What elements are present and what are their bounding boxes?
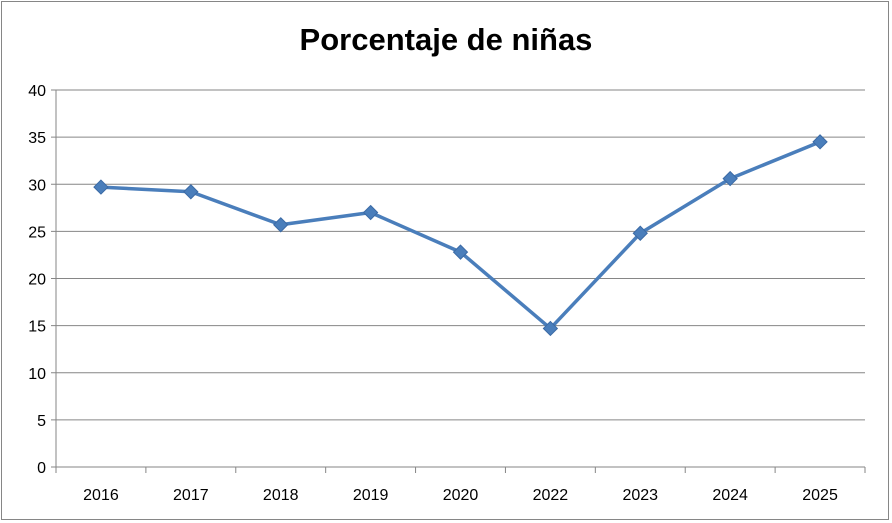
x-tick-label: 2023 (622, 487, 658, 504)
data-point-2019 (362, 204, 379, 221)
data-point-2025 (812, 134, 828, 150)
y-tick-label: 20 (28, 272, 46, 289)
x-tick-label: 2018 (263, 487, 299, 504)
axes (51, 89, 866, 473)
x-tick-label: 2019 (353, 487, 389, 504)
y-tick-label: 10 (28, 366, 46, 383)
x-tick-label: 2025 (802, 487, 838, 504)
y-tick-labels: 0 5 10 15 20 25 30 35 40 (28, 83, 46, 477)
data-point-2022 (542, 320, 559, 337)
x-tick-label: 2024 (712, 487, 748, 504)
y-tick-label: 15 (28, 319, 46, 336)
data-point-2020 (452, 244, 469, 260)
x-tick-label: 2017 (173, 487, 209, 504)
x-tick-labels: 2016 2017 2018 2019 2020 2022 2023 2024 2025 (83, 487, 838, 504)
y-tick-label: 5 (37, 413, 46, 430)
data-point-2024 (722, 170, 738, 187)
chart-title: Porcentaje de niñas (299, 22, 593, 57)
y-tick-label: 40 (28, 83, 46, 100)
x-tick-label: 2016 (83, 487, 119, 504)
y-tick-label: 30 (28, 177, 46, 194)
y-tick-label: 25 (28, 224, 46, 241)
y-tick-label: 35 (28, 130, 46, 147)
data-point-2017 (183, 184, 199, 200)
series-line (100, 140, 821, 331)
x-tick-label: 2020 (443, 487, 479, 504)
x-tick-label: 2022 (533, 487, 569, 504)
y-tick-label: 0 (37, 460, 46, 477)
data-point-2023 (632, 225, 648, 241)
data-point-2016 (93, 179, 109, 195)
data-point-2018 (273, 217, 289, 233)
series-layer (93, 134, 828, 337)
